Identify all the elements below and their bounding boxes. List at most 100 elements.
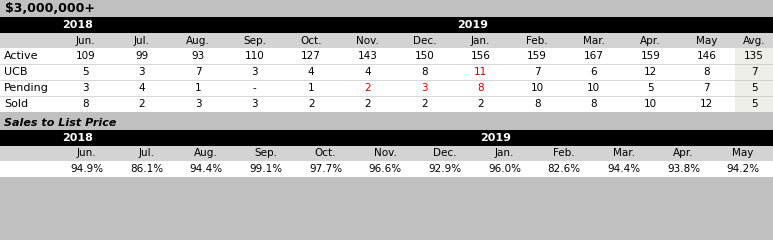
Text: 7: 7 [751,67,758,77]
Bar [0,33,773,48]
Text: Sold: Sold [4,99,28,109]
Text: Mar.: Mar. [583,36,604,46]
Text: 1: 1 [195,83,202,93]
Bar [0,161,773,177]
Bar [0,17,773,33]
Text: 5: 5 [751,99,758,109]
Text: Aug.: Aug. [194,149,218,158]
Text: 11: 11 [474,67,487,77]
Text: 7: 7 [195,67,202,77]
Text: 8: 8 [421,67,427,77]
Text: 4: 4 [364,67,371,77]
Text: -: - [253,83,257,93]
Text: Jan.: Jan. [495,149,514,158]
Text: 159: 159 [640,51,660,61]
Text: 2018: 2018 [62,20,93,30]
Bar [0,146,773,161]
Text: 1: 1 [308,83,315,93]
Text: Sep.: Sep. [254,149,278,158]
Text: 94.2%: 94.2% [727,164,760,174]
Text: Dec.: Dec. [433,149,457,158]
Text: 156: 156 [471,51,491,61]
Text: 2018: 2018 [62,133,93,143]
Text: 82.6%: 82.6% [547,164,581,174]
Text: 12: 12 [700,99,713,109]
Text: UCB: UCB [4,67,28,77]
Text: 8: 8 [703,67,710,77]
Bar [0,0,773,17]
Text: 2: 2 [421,99,427,109]
Text: 135: 135 [744,51,764,61]
Text: 94.4%: 94.4% [608,164,640,174]
Text: $3,000,000+: $3,000,000+ [5,2,95,15]
Text: Feb.: Feb. [553,149,575,158]
Text: 86.1%: 86.1% [130,164,163,174]
Text: 2: 2 [364,83,371,93]
Text: 8: 8 [478,83,484,93]
Text: Oct.: Oct. [301,36,322,46]
Text: 94.4%: 94.4% [189,164,223,174]
Text: 5: 5 [82,67,89,77]
Text: Avg.: Avg. [743,36,765,46]
Text: 96.0%: 96.0% [488,164,521,174]
Text: Oct.: Oct. [315,149,336,158]
Text: 6: 6 [591,67,597,77]
Text: Active: Active [4,51,39,61]
Bar [735,48,773,64]
Text: Pending: Pending [4,83,49,93]
Text: 109: 109 [76,51,95,61]
Text: 92.9%: 92.9% [428,164,461,174]
Text: 7: 7 [703,83,710,93]
Text: Aug.: Aug. [186,36,210,46]
Bar [735,64,773,80]
Text: Jul.: Jul. [138,149,155,158]
Text: 3: 3 [138,67,145,77]
Text: May: May [733,149,754,158]
Text: 5: 5 [751,83,758,93]
Text: 93.8%: 93.8% [667,164,700,174]
Text: 7: 7 [534,67,540,77]
Text: 127: 127 [301,51,322,61]
Text: Apr.: Apr. [640,36,660,46]
Bar [0,130,773,146]
Bar [0,80,735,96]
Bar [0,64,735,80]
Text: 99: 99 [135,51,148,61]
Text: Nov.: Nov. [373,149,397,158]
Text: Jan.: Jan. [471,36,490,46]
Text: Apr.: Apr. [673,149,693,158]
Text: May: May [696,36,717,46]
Text: Mar.: Mar. [613,149,635,158]
Text: 159: 159 [527,51,547,61]
Text: 2019: 2019 [458,20,489,30]
Text: 8: 8 [591,99,597,109]
Text: 3: 3 [195,99,202,109]
Text: 167: 167 [584,51,604,61]
Text: Sales to List Price: Sales to List Price [4,118,117,128]
Text: 93: 93 [192,51,205,61]
Text: 143: 143 [358,51,378,61]
Text: 110: 110 [245,51,264,61]
Text: Sep.: Sep. [243,36,266,46]
Text: 3: 3 [251,67,258,77]
Text: 3: 3 [421,83,427,93]
Text: 10: 10 [587,83,601,93]
Text: 2: 2 [364,99,371,109]
Text: 2: 2 [138,99,145,109]
Bar [735,96,773,112]
Text: Nov.: Nov. [356,36,380,46]
Bar [0,130,773,177]
Text: 97.7%: 97.7% [309,164,342,174]
Text: 150: 150 [414,51,434,61]
Text: Jun.: Jun. [77,149,97,158]
Bar [0,48,735,64]
Text: 10: 10 [644,99,657,109]
Text: Dec.: Dec. [413,36,436,46]
Text: 2: 2 [308,99,315,109]
Text: 5: 5 [647,83,653,93]
Text: 2: 2 [478,99,484,109]
Text: 96.6%: 96.6% [369,164,402,174]
Text: Feb.: Feb. [526,36,548,46]
Text: 99.1%: 99.1% [249,164,282,174]
Text: 8: 8 [82,99,89,109]
